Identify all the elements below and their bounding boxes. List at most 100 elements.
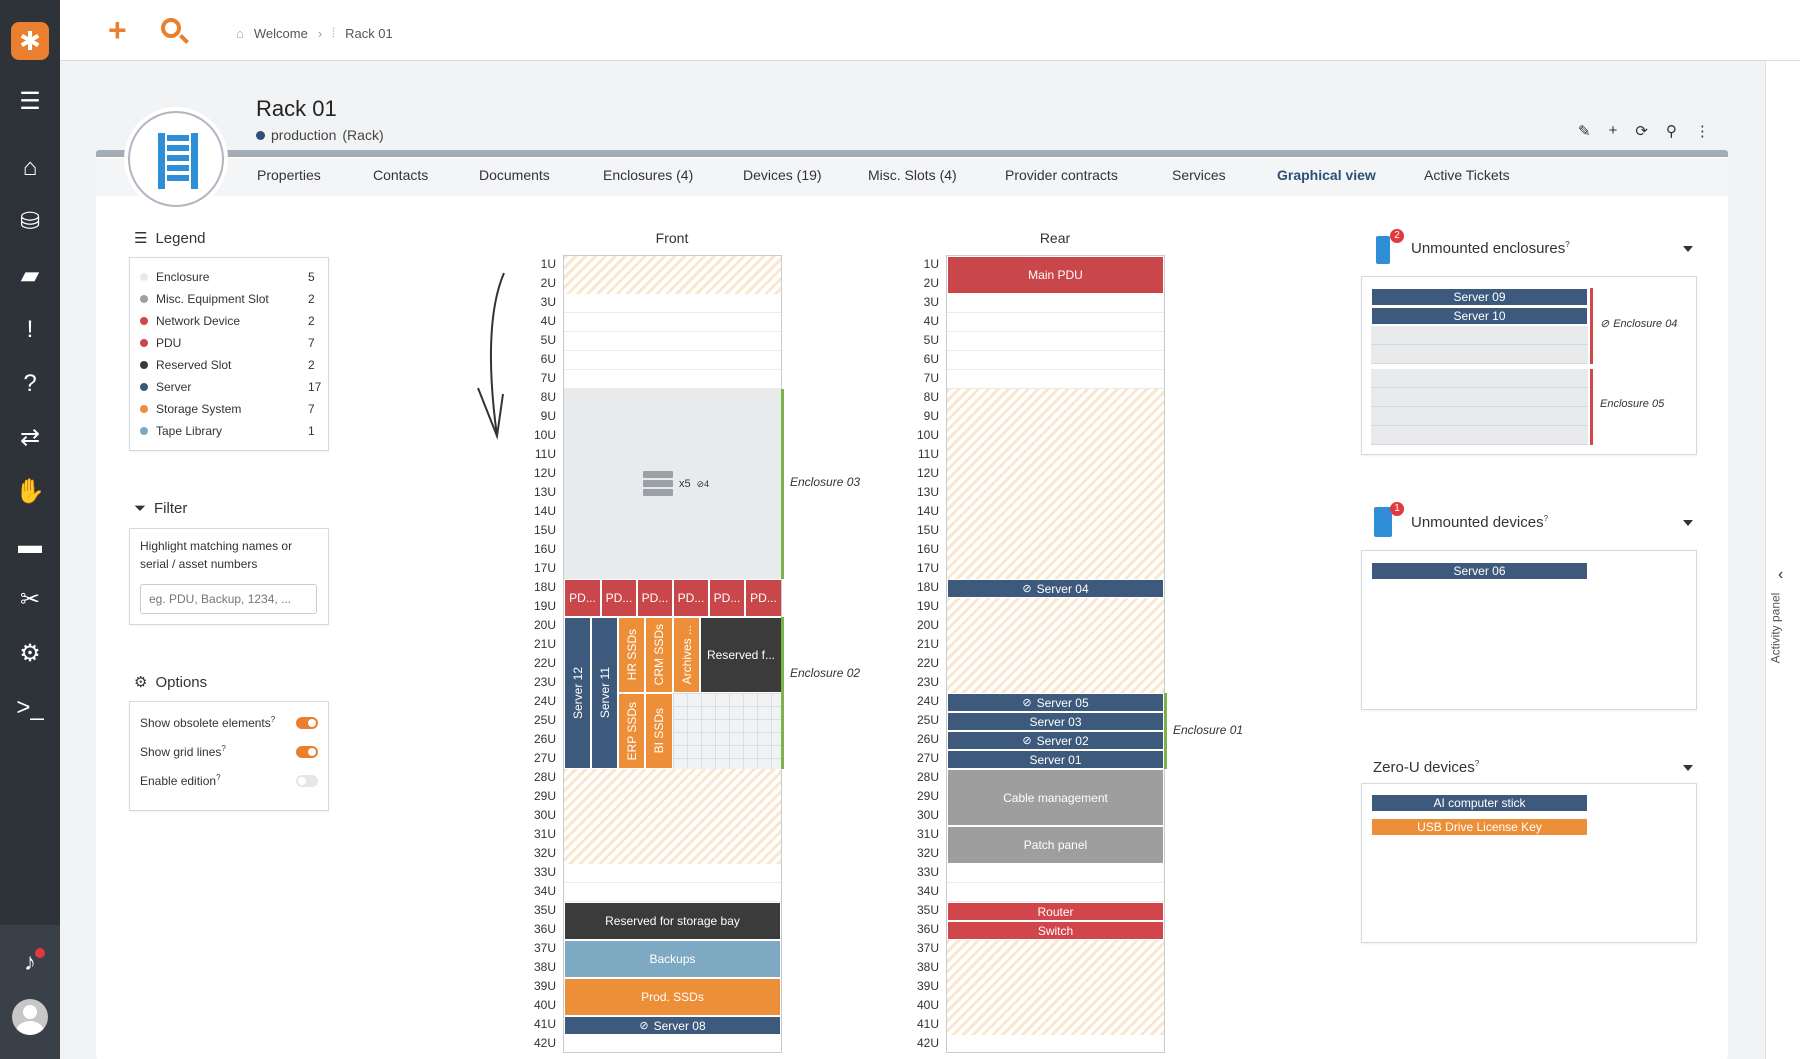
server-01[interactable]: Server 01	[947, 750, 1164, 769]
chevron-down-icon[interactable]	[1683, 520, 1693, 526]
usb-drive-license-key[interactable]: USB Drive License Key	[1371, 818, 1588, 836]
tab-services[interactable]: Services	[1172, 167, 1226, 183]
tab-active-tickets[interactable]: Active Tickets	[1424, 167, 1510, 183]
unit-label: 12U	[533, 466, 556, 480]
bell-icon[interactable]: ♪	[24, 949, 36, 976]
grid-line	[564, 882, 781, 883]
crm-ssds[interactable]: CRM SSDs	[645, 617, 673, 693]
tab-enclosures[interactable]: Enclosures (4)	[603, 167, 694, 183]
enclosure-03-label[interactable]: Enclosure 03	[790, 475, 861, 489]
enclosure-05-label[interactable]: Enclosure 05	[1600, 398, 1665, 410]
more-icon[interactable]: ⋮	[1694, 123, 1710, 140]
transfer-icon[interactable]: ⇄	[19, 424, 41, 451]
breadcrumb-home[interactable]: Welcome	[253, 25, 308, 41]
server-04[interactable]: ⊘ Server 04	[947, 579, 1164, 598]
hr-ssds[interactable]: HR SSDs	[618, 617, 645, 693]
main-pdu[interactable]: Main PDU	[947, 256, 1164, 294]
chevron-down-icon[interactable]	[1683, 765, 1693, 771]
backups[interactable]: Backups	[564, 940, 781, 978]
toggle-grid-lines[interactable]	[296, 746, 318, 758]
gear-icon[interactable]: ⚙	[19, 640, 41, 667]
server-06[interactable]: Server 06	[1371, 562, 1588, 580]
home-icon[interactable]: ⌂	[22, 154, 38, 181]
edit-icon[interactable]: ✎	[1578, 123, 1591, 140]
tab-graphical-view[interactable]: Graphical view	[1277, 167, 1376, 183]
new-item-icon[interactable]: +	[108, 12, 127, 48]
pdu-slot[interactable]: PD...	[564, 579, 601, 617]
bi-ssds[interactable]: BI SSDs	[645, 693, 673, 769]
server-11[interactable]: Server 11	[591, 617, 618, 769]
pdu-slot[interactable]: PD...	[637, 579, 673, 617]
legend-item: Storage System	[140, 402, 241, 416]
reserved-storage-bay[interactable]: Reserved for storage bay	[564, 902, 781, 940]
unit-label: 18U	[533, 580, 556, 594]
unit-label: 30U	[533, 808, 556, 822]
enclosure-03-summary[interactable]: x5 ⊘4	[643, 471, 709, 497]
unit-label: 35U	[533, 903, 556, 917]
reserved-slot[interactable]: Reserved f...	[700, 617, 781, 693]
app-logo-icon[interactable]: ✱	[11, 22, 49, 60]
enclosure-01-label[interactable]: Enclosure 01	[1173, 723, 1244, 737]
enclosure-02-label[interactable]: Enclosure 02	[790, 666, 861, 680]
unit-label: 8U	[923, 390, 939, 404]
unit-label: 31U	[533, 827, 556, 841]
folder-icon[interactable]: ▬	[18, 532, 42, 559]
database-icon[interactable]: ⛁	[19, 208, 41, 235]
server-10[interactable]: Server 10	[1371, 307, 1588, 325]
handshake-icon[interactable]: ✋	[15, 478, 45, 505]
legend-label: Storage System	[156, 402, 242, 416]
patch-panel[interactable]: Patch panel	[947, 826, 1164, 864]
chat-icon[interactable]: ▰	[20, 262, 40, 289]
eye-slash-icon: ⊘	[1022, 735, 1032, 747]
server-09[interactable]: Server 09	[1371, 288, 1588, 306]
unit-label: 8U	[540, 390, 556, 404]
ai-computer-stick[interactable]: AI computer stick	[1371, 794, 1588, 812]
zero-u-panel: AI computer stick USB Drive License Key	[1361, 783, 1697, 943]
server-02[interactable]: ⊘ Server 02	[947, 731, 1164, 750]
router[interactable]: Router	[947, 902, 1164, 921]
tab-contacts[interactable]: Contacts	[373, 167, 429, 183]
pdu-slot[interactable]: PD...	[745, 579, 781, 617]
tab-provider-contracts[interactable]: Provider contracts	[1005, 167, 1118, 183]
tab-properties[interactable]: Properties	[257, 167, 321, 183]
search-icon[interactable]: ⚲	[1665, 123, 1677, 140]
archives[interactable]: Archives ...	[673, 617, 700, 693]
filter-input[interactable]	[140, 584, 317, 614]
legend-item: PDU	[140, 336, 181, 350]
terminal-icon[interactable]: >_	[16, 694, 44, 721]
cable-management[interactable]: Cable management	[947, 769, 1164, 826]
unit-label: 9U	[923, 409, 939, 423]
tab-documents[interactable]: Documents	[479, 167, 550, 183]
legend-dot	[140, 295, 148, 303]
pdu-slot[interactable]: PD...	[601, 579, 637, 617]
chevron-left-icon[interactable]: ‹	[1778, 566, 1784, 583]
search-icon[interactable]	[161, 18, 181, 38]
legend-count: 2	[308, 358, 315, 372]
server-12[interactable]: Server 12	[564, 617, 591, 769]
activity-panel[interactable]: ‹ Activity panel	[1765, 61, 1800, 1059]
pdu-slot[interactable]: PD...	[709, 579, 745, 617]
erp-ssds[interactable]: ERP SSDs	[618, 693, 645, 769]
toggle-edition[interactable]	[296, 775, 318, 787]
help-icon[interactable]: ?	[23, 370, 37, 397]
switch[interactable]: Switch	[947, 921, 1164, 940]
prod-ssds[interactable]: Prod. SSDs	[564, 978, 781, 1016]
eye-slash-icon: ⊘	[1022, 697, 1032, 709]
server-05[interactable]: ⊘ Server 05	[947, 693, 1164, 712]
alert-icon[interactable]: !	[26, 316, 34, 343]
enclosure-04-label[interactable]: ⊘ Enclosure 04	[1600, 317, 1677, 330]
chevron-down-icon[interactable]	[1683, 246, 1693, 252]
avatar[interactable]	[12, 999, 48, 1035]
hidden-count-value: 4	[704, 478, 710, 489]
menu-icon[interactable]: ☰	[19, 88, 41, 115]
add-icon[interactable]: +	[1608, 122, 1618, 139]
legend-item: Reserved Slot	[140, 358, 231, 372]
tab-misc-slots[interactable]: Misc. Slots (4)	[868, 167, 957, 183]
refresh-icon[interactable]: ⟳	[1635, 123, 1648, 140]
server-03[interactable]: Server 03	[947, 712, 1164, 731]
tab-devices[interactable]: Devices (19)	[743, 167, 822, 183]
tools-icon[interactable]: ✂	[19, 586, 41, 613]
server-08[interactable]: ⊘ Server 08	[564, 1016, 781, 1035]
toggle-obsolete[interactable]	[296, 717, 318, 729]
pdu-slot[interactable]: PD...	[673, 579, 709, 617]
